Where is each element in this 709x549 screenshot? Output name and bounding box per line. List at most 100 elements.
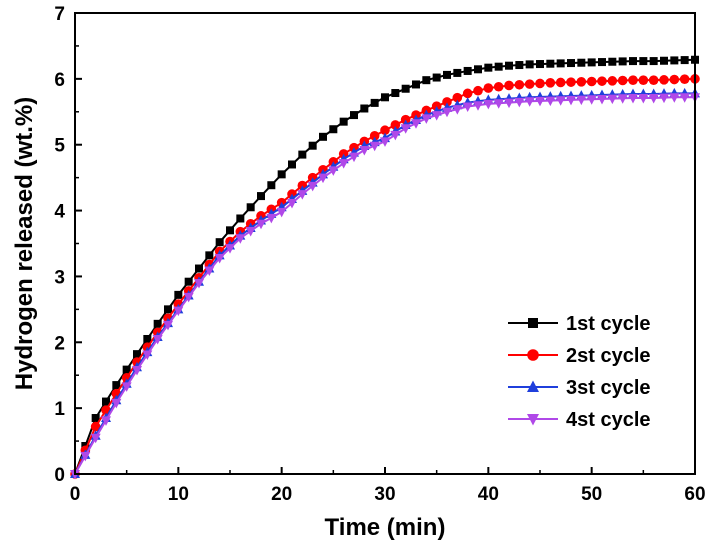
data-point-minor: [412, 80, 420, 89]
data-point: [462, 102, 473, 113]
data-point: [152, 334, 163, 345]
data-point-minor: [163, 320, 173, 331]
data-point-minor: [390, 130, 401, 141]
y-tick-labels: 0 1 2 3 4 5 6 7: [54, 4, 65, 486]
data-point-minor: [473, 101, 483, 111]
data-point-minor: [225, 244, 235, 254]
data-point: [319, 132, 327, 141]
data-point-minor: [121, 382, 132, 392]
data-point: [380, 125, 390, 136]
data-point-minor: [226, 226, 234, 235]
data-point-minor: [287, 198, 297, 209]
y-tick-label: 4: [54, 202, 65, 223]
data-point-minor: [659, 93, 669, 104]
data-point-minor: [307, 181, 318, 192]
data-point: [215, 238, 224, 247]
data-point-minor: [555, 96, 566, 106]
data-point-minor: [679, 74, 690, 84]
data-point-minor: [474, 65, 482, 74]
data-point-minor: [660, 56, 668, 65]
legend-marker: [527, 380, 539, 392]
y-tick-label: 0: [54, 465, 65, 486]
data-point: [422, 76, 431, 85]
y-tick-label: 6: [54, 70, 65, 91]
data-point: [567, 59, 575, 68]
data-point-minor: [598, 58, 606, 67]
data-point: [297, 190, 308, 200]
data-point: [463, 66, 472, 75]
data-point-minor: [246, 203, 255, 212]
legend-label: 1st cycle: [566, 313, 651, 335]
series-4: [70, 93, 700, 480]
data-point-minor: [659, 75, 669, 85]
data-point: [648, 93, 659, 104]
data-point-minor: [391, 89, 400, 98]
x-tick-label: 30: [374, 484, 395, 505]
data-point-minor: [101, 416, 111, 426]
y-tick-label: 3: [54, 267, 65, 288]
data-point-minor: [369, 141, 380, 152]
data-point-minor: [618, 57, 627, 66]
legend: 1st cycle 2st cycle 3st cycle 4st cycle: [508, 313, 651, 431]
x-tick-label: 60: [684, 484, 705, 505]
data-point: [586, 95, 597, 105]
data-point: [277, 170, 286, 179]
y-tick-label: 2: [54, 333, 65, 354]
data-point: [442, 97, 452, 107]
data-point-minor: [679, 93, 690, 103]
data-point: [629, 57, 637, 66]
legend-item-2: 2st cycle: [508, 345, 651, 367]
data-point-minor: [143, 334, 152, 343]
data-point: [442, 107, 452, 118]
data-point: [339, 117, 348, 126]
data-point: [298, 150, 307, 159]
data-point-minor: [493, 81, 504, 92]
x-tick-label: 10: [168, 484, 189, 505]
data-point: [400, 124, 411, 134]
legend-item-3: 3st cycle: [508, 377, 651, 399]
series-1: [71, 55, 699, 478]
data-point: [443, 70, 451, 79]
data-point-minor: [164, 305, 172, 314]
legend-marker: [528, 318, 538, 328]
data-point: [484, 63, 493, 72]
data-point-minor: [266, 213, 277, 224]
data-point: [546, 59, 555, 68]
legend-item-1: 1st cycle: [508, 313, 651, 335]
data-point-minor: [453, 68, 462, 77]
data-point: [669, 93, 680, 103]
data-point: [670, 56, 679, 65]
data-point-minor: [308, 141, 317, 150]
data-point: [608, 57, 617, 66]
data-point: [318, 173, 328, 184]
y-axis-title: Hydrogen released (wt.%): [11, 97, 38, 390]
data-point-minor: [515, 61, 524, 70]
data-point-minor: [80, 451, 91, 462]
data-point: [607, 76, 618, 86]
data-point-minor: [369, 131, 380, 141]
legend-marker: [527, 414, 539, 426]
data-point: [669, 74, 680, 85]
data-point-minor: [432, 73, 441, 82]
data-point: [649, 57, 658, 66]
data-point: [91, 414, 100, 423]
data-point: [525, 60, 534, 69]
data-point: [133, 350, 141, 359]
data-point: [90, 433, 101, 444]
data-point: [628, 93, 638, 104]
data-point-minor: [494, 62, 503, 71]
data-point-minor: [597, 76, 607, 86]
data-point: [628, 75, 638, 85]
data-point: [276, 207, 287, 218]
data-point-minor: [204, 266, 215, 277]
y-tick-label: 7: [54, 4, 65, 25]
data-point-minor: [122, 365, 131, 374]
data-point: [359, 145, 370, 156]
data-point: [257, 192, 265, 201]
data-point: [360, 104, 369, 113]
legend-item-4: 4st cycle: [508, 409, 651, 431]
data-point: [545, 96, 556, 107]
data-point: [505, 61, 513, 70]
data-point-minor: [638, 75, 649, 85]
